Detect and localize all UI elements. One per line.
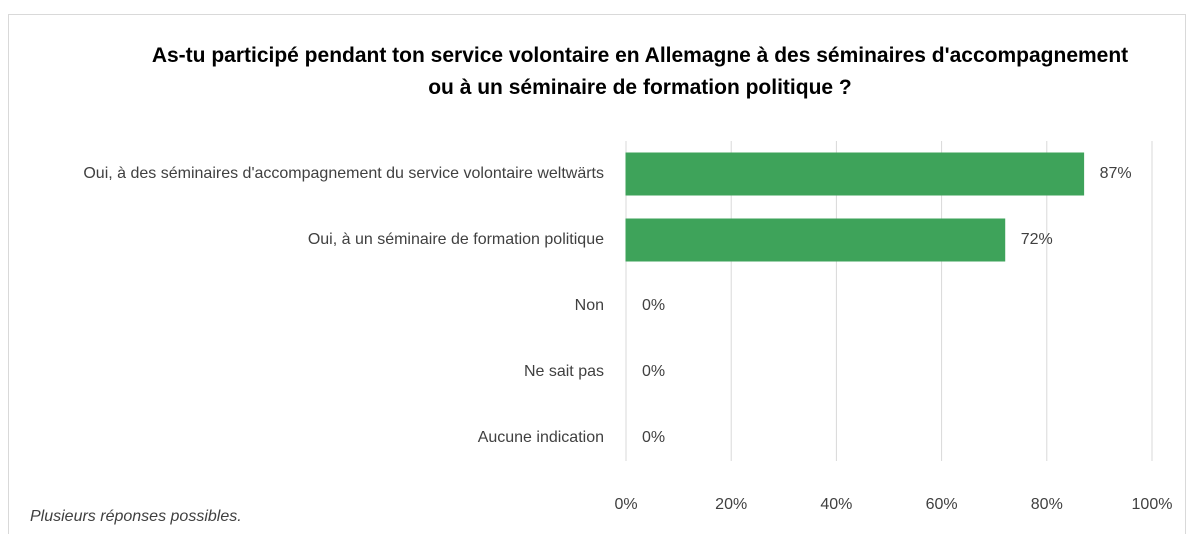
bar [625,152,1085,196]
chart-title: As-tu participé pendant ton service volo… [151,44,1129,99]
category-label: Ne sait pas [523,363,604,380]
x-tick-label: 0% [614,496,637,513]
category-label: Oui, à un séminaire de formation politiq… [307,231,604,248]
chart-frame [8,14,1186,534]
category-label: Aucune indication [477,429,604,446]
x-tick-label: 40% [820,496,852,513]
data-label: 0% [642,297,665,314]
data-label: 0% [642,363,665,380]
x-tick-label: 20% [715,496,747,513]
data-label: 72% [1021,231,1053,248]
data-label: 0% [642,429,665,446]
data-label: 87% [1100,165,1132,182]
category-label: Oui, à des séminaires d'accompagnement d… [83,165,604,182]
category-label: Non [574,297,604,314]
footnote: Plusieurs réponses possibles. [30,508,242,525]
x-tick-label: 80% [1031,496,1063,513]
bar [625,218,1006,262]
x-tick-label: 100% [1132,496,1173,513]
x-tick-label: 60% [926,496,958,513]
